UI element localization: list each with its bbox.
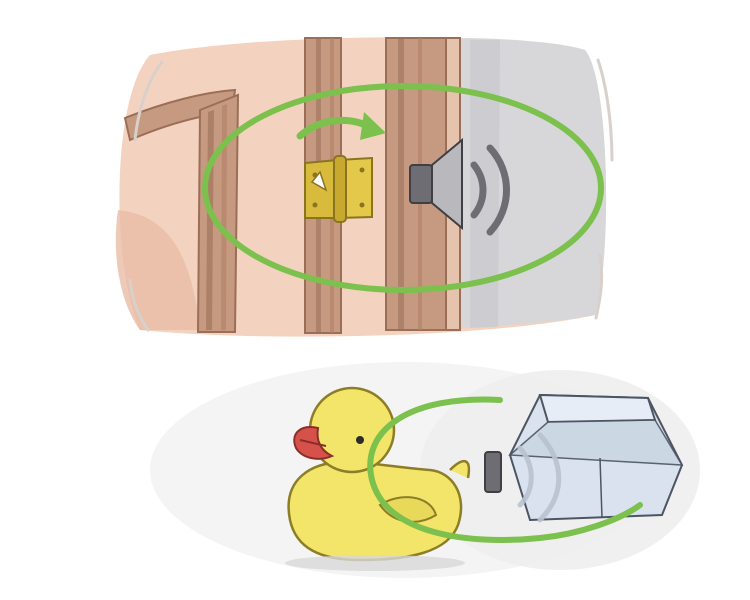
sound-wave-icon bbox=[517, 432, 562, 523]
sound-wave-icon bbox=[470, 144, 510, 236]
duck-scene bbox=[150, 362, 700, 578]
wall-shadow bbox=[115, 210, 200, 330]
speaker-icon bbox=[484, 451, 502, 493]
highlight-ellipse-icon bbox=[202, 83, 604, 293]
door-frame-icon bbox=[123, 88, 240, 333]
rotate-arrow-icon bbox=[296, 112, 386, 140]
hinge-icon bbox=[304, 155, 373, 223]
panel-sketch-lines bbox=[128, 58, 614, 332]
speaker-icon bbox=[409, 137, 463, 231]
keycap-icon bbox=[508, 393, 684, 522]
door-scene bbox=[115, 37, 614, 337]
highlight-ellipse-icon bbox=[367, 396, 643, 543]
